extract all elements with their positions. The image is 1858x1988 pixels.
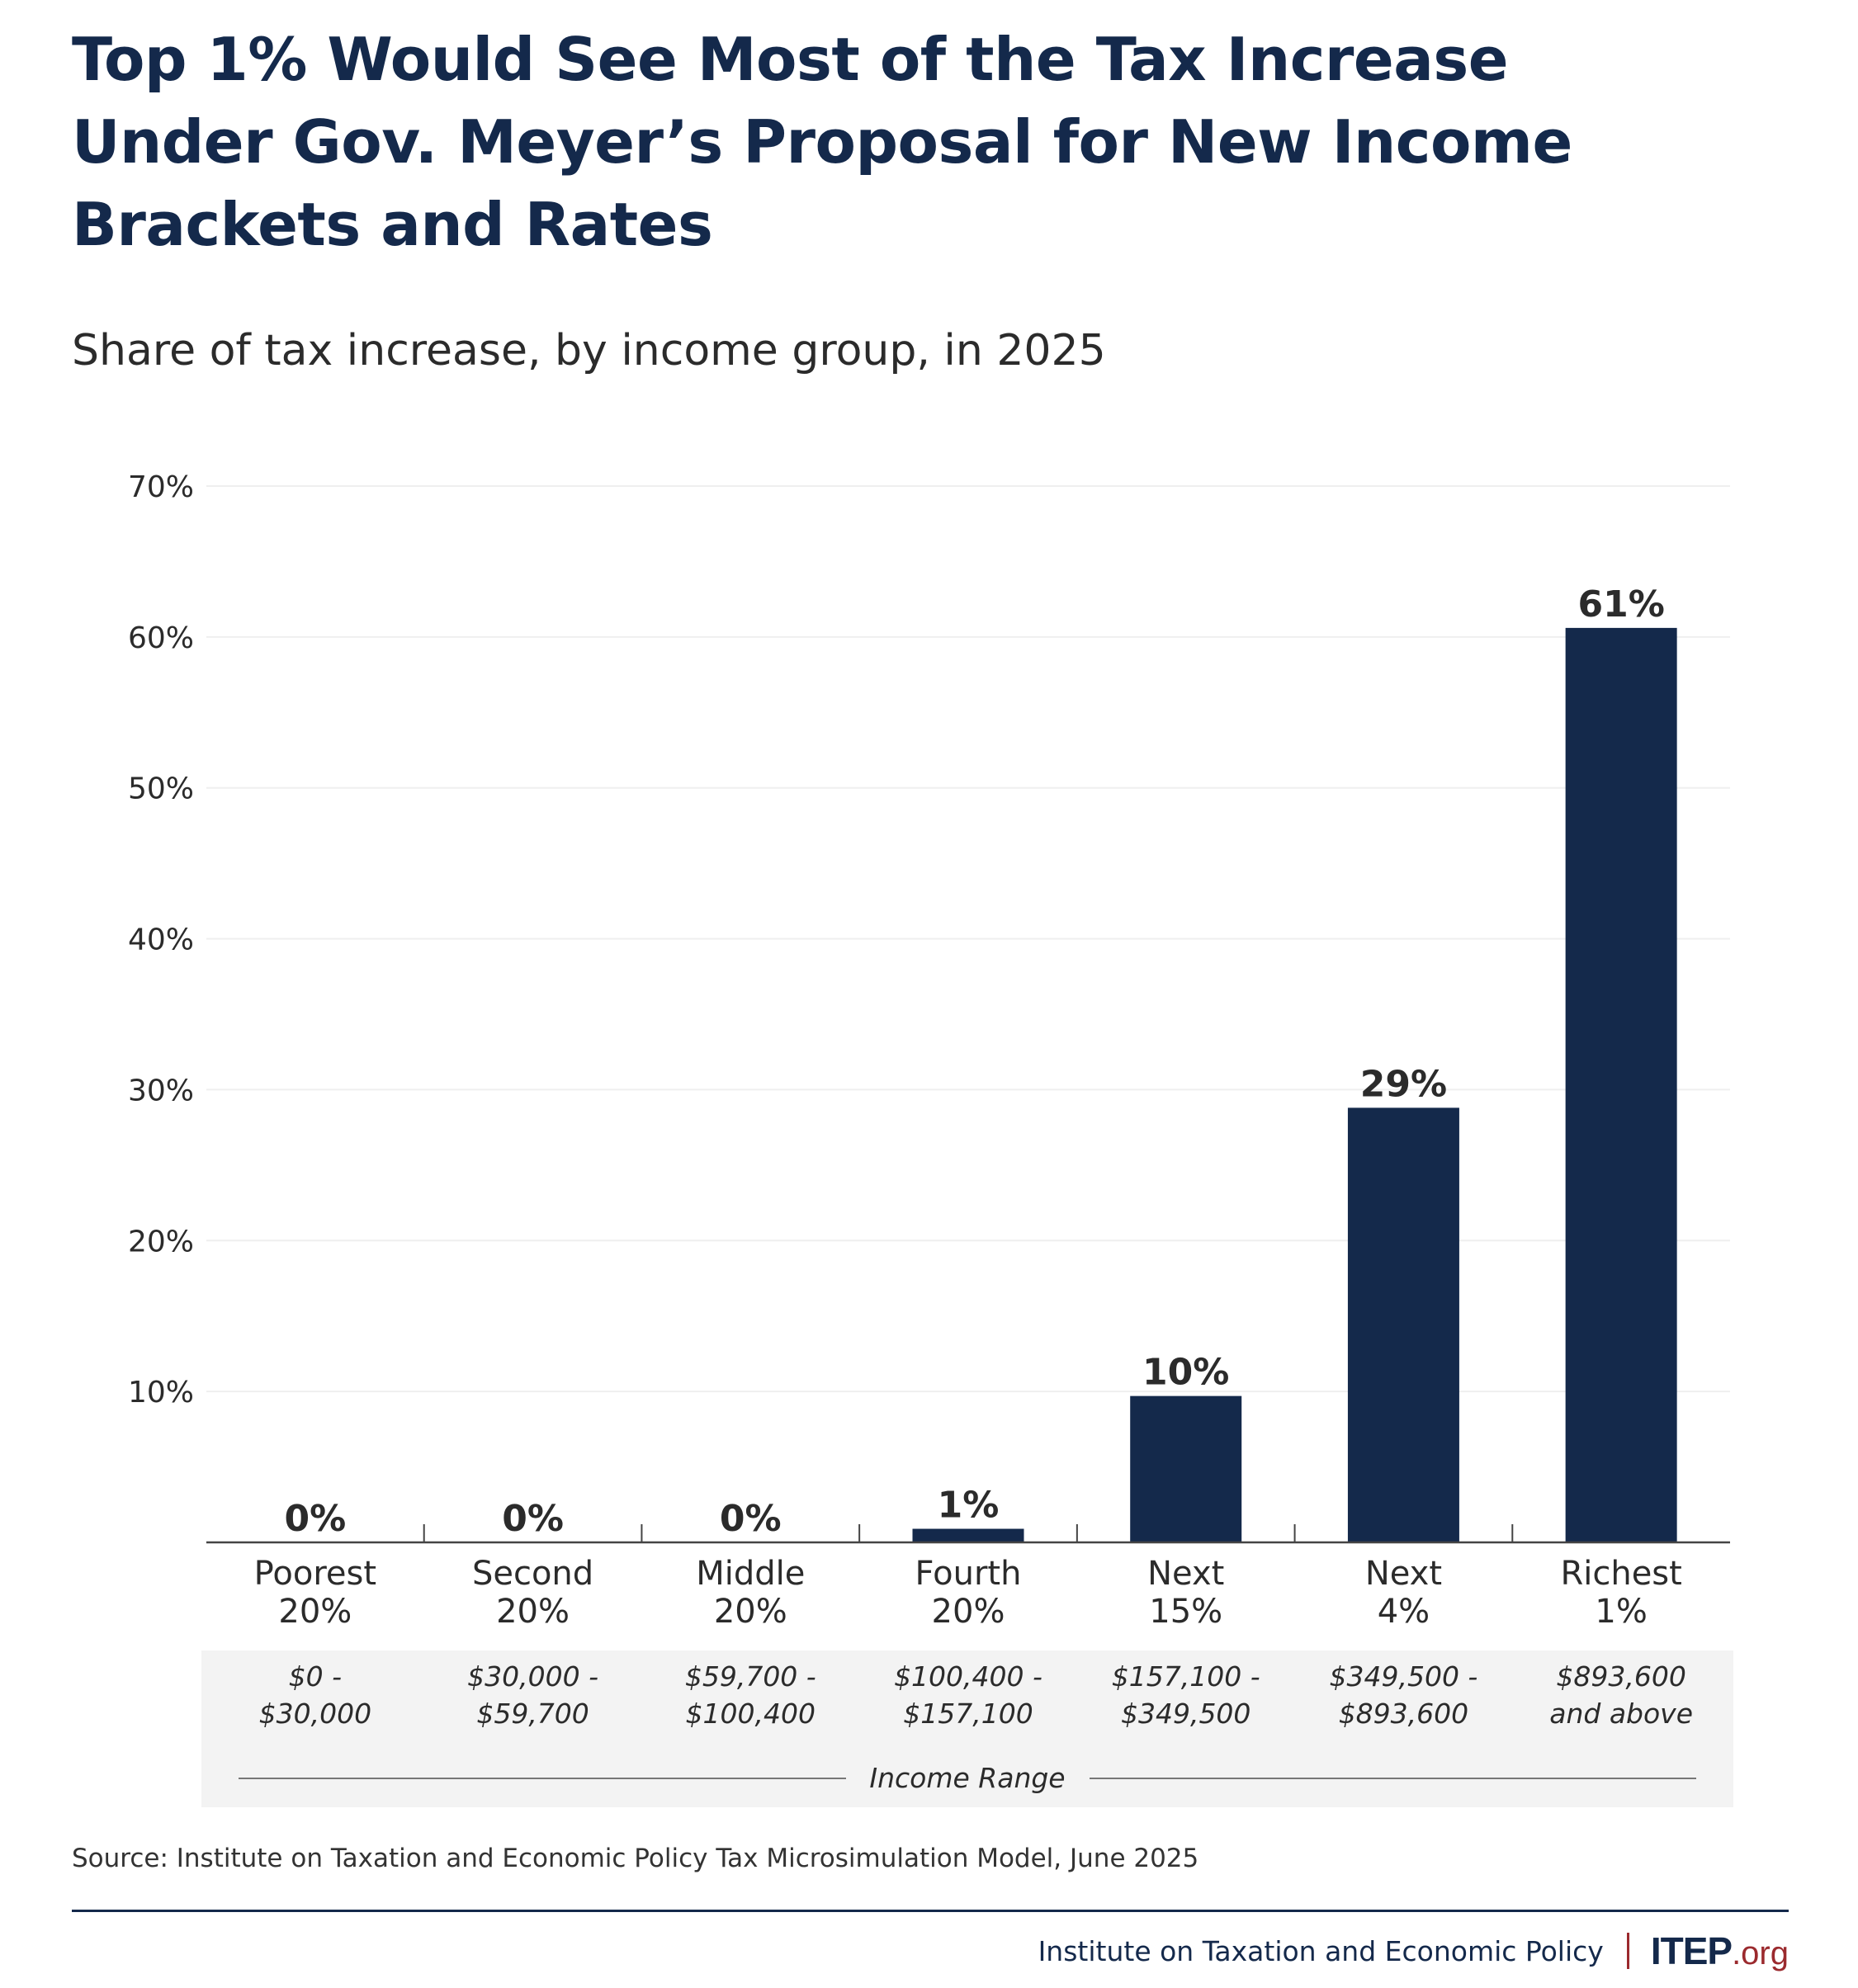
income-range-line-1: $0 - bbox=[289, 1660, 342, 1693]
category-label-line-2: 20% bbox=[496, 1593, 570, 1631]
category-label-line-1: Richest bbox=[1560, 1555, 1681, 1593]
y-tick-label: 10% bbox=[128, 1376, 194, 1410]
income-range-panel bbox=[201, 1650, 1733, 1807]
y-tick-label: 50% bbox=[128, 772, 194, 806]
data-labels: 0% 0% 0% 1% 10% 29% 61% bbox=[285, 583, 1665, 1540]
bar-value-label: 0% bbox=[502, 1498, 564, 1540]
chart-title-line-1: Top 1% Would See Most of the Tax Increas… bbox=[72, 25, 1509, 94]
chart-subtitle: Share of tax increase, by income group, … bbox=[72, 326, 1106, 375]
category-label-line-2: 4% bbox=[1378, 1593, 1430, 1631]
income-range-labels: $0 - $30,000 $30,000 - $59,700 $59,700 - $100… bbox=[239, 1660, 1696, 1794]
itep-logo[interactable]: ITEP .org bbox=[1651, 1929, 1789, 1973]
y-tick-label: 70% bbox=[128, 470, 194, 504]
income-range-line-2: $100,400 bbox=[686, 1698, 816, 1730]
chart-title: Top 1% Would See Most of the Tax Increas… bbox=[72, 18, 1572, 266]
income-range-line-2: and above bbox=[1549, 1698, 1693, 1730]
logo-itep-text: ITEP bbox=[1650, 1929, 1733, 1972]
bar-value-label: 1% bbox=[938, 1485, 1000, 1527]
category-labels: Poorest20%Second20%Middle20%Fourth20%Nex… bbox=[254, 1555, 1682, 1631]
y-tick-label: 20% bbox=[128, 1225, 194, 1258]
income-range-line-2: $157,100 bbox=[903, 1698, 1033, 1730]
chart-title-line-3: Brackets and Rates bbox=[72, 190, 713, 259]
income-range-line-1: $59,700 - bbox=[685, 1660, 816, 1693]
y-tick-label: 30% bbox=[128, 1074, 194, 1107]
source-note: Source: Institute on Taxation and Econom… bbox=[72, 1844, 1199, 1873]
income-range-line-1: $349,500 - bbox=[1329, 1660, 1477, 1693]
income-range-line-2: $349,500 bbox=[1121, 1698, 1250, 1730]
bar[interactable] bbox=[912, 1528, 1024, 1542]
income-range-line-2: $30,000 bbox=[259, 1698, 371, 1730]
gridlines bbox=[206, 485, 1730, 1393]
x-axis-title: Income Range bbox=[869, 1762, 1065, 1794]
organization-name: Institute on Taxation and Economic Polic… bbox=[1038, 1934, 1604, 1967]
chart-title-line-2: Under Gov. Meyer’s Proposal for New Inco… bbox=[72, 107, 1572, 177]
category-label-line-1: Next bbox=[1365, 1555, 1442, 1593]
category-label-line-2: 20% bbox=[932, 1593, 1005, 1631]
income-range-line-1: $30,000 - bbox=[467, 1660, 598, 1693]
bars bbox=[912, 627, 1677, 1542]
category-label-line-1: Second bbox=[472, 1555, 593, 1593]
category-label-line-1: Poorest bbox=[254, 1555, 376, 1593]
bar[interactable] bbox=[1130, 1395, 1242, 1542]
income-range-line-2: $59,700 bbox=[476, 1698, 589, 1730]
income-range-line-1: $157,100 - bbox=[1112, 1660, 1260, 1693]
footer-separator bbox=[1626, 1933, 1629, 1969]
footer-branding: Institute on Taxation and Economic Polic… bbox=[1038, 1928, 1789, 1974]
income-range-line-2: $893,600 bbox=[1339, 1698, 1468, 1730]
logo-org-text: .org bbox=[1732, 1935, 1789, 1971]
category-label-line-2: 20% bbox=[278, 1593, 352, 1631]
category-label-line-1: Next bbox=[1147, 1555, 1224, 1593]
y-tick-label: 60% bbox=[128, 621, 194, 655]
bar[interactable] bbox=[1347, 1107, 1459, 1542]
income-range-line-1: $100,400 - bbox=[894, 1660, 1042, 1693]
bar-value-label: 29% bbox=[1360, 1063, 1447, 1105]
footer-divider bbox=[72, 1910, 1789, 1912]
category-label-line-2: 1% bbox=[1595, 1593, 1647, 1631]
category-label-line-2: 15% bbox=[1149, 1593, 1222, 1631]
income-range-line-1: $893,600 bbox=[1556, 1660, 1685, 1693]
x-axis bbox=[206, 1524, 1730, 1544]
y-tick-label: 40% bbox=[128, 923, 194, 957]
category-label-line-2: 20% bbox=[714, 1593, 787, 1631]
bar-value-label: 0% bbox=[285, 1498, 347, 1540]
category-label-line-1: Fourth bbox=[915, 1555, 1022, 1593]
bar-value-label: 10% bbox=[1142, 1352, 1229, 1394]
bar-value-label: 0% bbox=[720, 1498, 782, 1540]
category-label-line-1: Middle bbox=[696, 1555, 805, 1593]
bar-value-label: 61% bbox=[1577, 583, 1664, 626]
bar[interactable] bbox=[1565, 627, 1677, 1542]
y-axis: 10% 20% 30% 40% 50% 60% 70% bbox=[128, 470, 194, 1410]
